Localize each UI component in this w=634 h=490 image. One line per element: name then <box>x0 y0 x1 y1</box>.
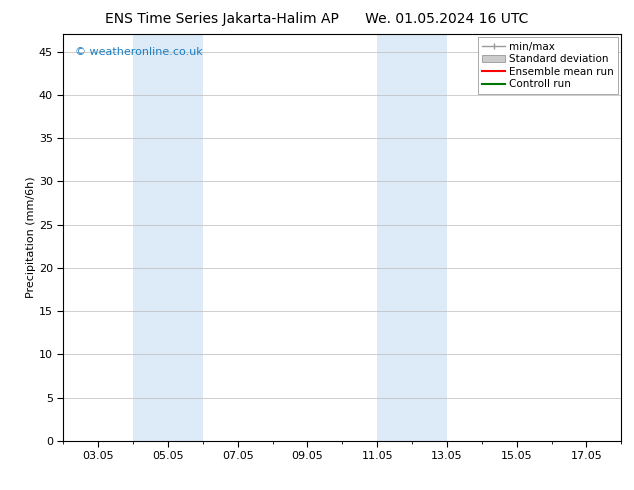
Text: ENS Time Series Jakarta-Halim AP      We. 01.05.2024 16 UTC: ENS Time Series Jakarta-Halim AP We. 01.… <box>105 12 529 26</box>
Bar <box>377 34 447 441</box>
Legend: min/max, Standard deviation, Ensemble mean run, Controll run: min/max, Standard deviation, Ensemble me… <box>478 37 618 94</box>
Bar <box>133 34 203 441</box>
Y-axis label: Precipitation (mm/6h): Precipitation (mm/6h) <box>26 177 36 298</box>
Text: © weatheronline.co.uk: © weatheronline.co.uk <box>75 47 202 56</box>
